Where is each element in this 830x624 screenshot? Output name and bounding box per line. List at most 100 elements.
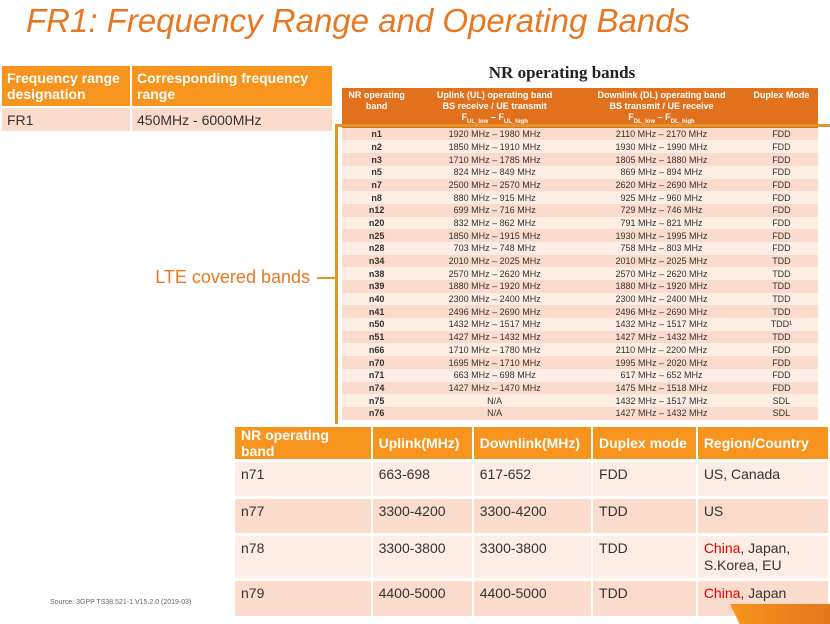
band-cell: n28 — [342, 241, 412, 255]
region-text: , Japan, S.Korea, EU — [703, 540, 791, 573]
band-cell: n2 — [342, 140, 412, 154]
table-row: n77 3300-4200 3300-4200 TDD US — [235, 499, 828, 533]
band-row: n71 663 MHz – 698 MHz 617 MHz – 652 MHz FDD — [342, 368, 818, 382]
region-cell: US — [697, 499, 828, 533]
band-cell: n41 — [342, 305, 412, 319]
band-row: n66 1710 MHz – 1780 MHz 2110 MHz – 2200 MH… — [342, 343, 818, 357]
band-cell: n75 — [342, 394, 412, 407]
nr-bands-table: NR operating band Uplink (UL) operating … — [342, 88, 818, 420]
nr-bands-title: NR operating bands — [488, 63, 636, 82]
band-row: n34 2010 MHz – 2025 MHz 2010 MHz – 2025 MH… — [342, 254, 818, 268]
duplex-cell: TDD — [744, 330, 818, 344]
band-row: n70 1695 MHz – 1710 MHz 1995 MHz – 2020 MH… — [342, 356, 818, 369]
band-row: n8 880 MHz – 915 MHz 925 MHz – 960 MHz FDD — [342, 191, 818, 204]
band-row: n39 1880 MHz – 1920 MHz 1880 MHz – 1920 MH… — [342, 280, 818, 293]
band-row: n28 703 MHz – 748 MHz 758 MHz – 803 MHz FDD — [342, 241, 818, 255]
dl-cell: 3300-3800 — [473, 536, 592, 578]
frequency-range-table: Frequency range designation Corresponding… — [0, 64, 334, 133]
lte-bracket-side — [335, 124, 338, 424]
band-cell: n76 — [342, 406, 412, 420]
ul-cell: 4400-5000 — [372, 581, 472, 616]
downlink-cell: 1427 MHz – 1432 MHz — [578, 330, 745, 344]
band-row: n2 1850 MHz – 1910 MHz 1930 MHz – 1990 MHz… — [342, 140, 818, 154]
uplink-cell: 1920 MHz – 1980 MHz — [411, 127, 579, 141]
downlink-cell: 1995 MHz – 2020 MHz — [578, 356, 745, 369]
label: F — [628, 112, 634, 122]
band-cell: n50 — [342, 318, 412, 331]
band-cell: n71 — [342, 368, 412, 382]
downlink-cell: 729 MHz – 746 MHz — [578, 203, 745, 217]
duplex-cell: SDL — [744, 406, 818, 420]
header-downlink: Downlink (DL) operating band BS transmit … — [578, 88, 745, 128]
band-row: n7 2500 MHz – 2570 MHz 2620 MHz – 2690 MHz… — [342, 178, 818, 192]
downlink-cell: 617 MHz – 652 MHz — [578, 368, 745, 382]
region-text: , Japan — [740, 585, 787, 601]
header-designation: Frequency range designation — [2, 66, 130, 106]
label: – F — [655, 112, 671, 122]
label: DL_low — [633, 118, 656, 125]
downlink-cell: 2300 MHz – 2400 MHz — [578, 292, 745, 306]
duplex-cell: FDD — [744, 203, 818, 217]
uplink-cell: 2500 MHz – 2570 MHz — [411, 178, 579, 192]
band-cell: n12 — [342, 203, 412, 217]
duplex-cell: FDD — [744, 191, 818, 204]
band-cell: n74 — [342, 381, 412, 395]
downlink-cell: 1432 MHz – 1517 MHz — [578, 394, 745, 407]
band-row: n75 N/A 1432 MHz – 1517 MHz SDL — [342, 394, 818, 407]
band-row: n51 1427 MHz – 1432 MHz 1427 MHz – 1432 MH… — [342, 330, 818, 344]
duplex-cell: TDD — [744, 292, 818, 306]
header-region: Region/Country — [697, 427, 828, 459]
region-text: US — [703, 503, 724, 519]
band-row: n3 1710 MHz – 1785 MHz 1805 MHz – 1880 MHz… — [342, 153, 818, 166]
cell: 450MHz - 6000MHz — [132, 108, 332, 131]
duplex-cell: TDD¹ — [744, 318, 818, 331]
header-duplex: Duplex mode — [593, 427, 696, 459]
uplink-cell: 703 MHz – 748 MHz — [411, 241, 579, 255]
duplex-cell: FDD — [744, 216, 818, 230]
table-row: n78 3300-3800 3300-3800 TDD China, Japan, S.… — [235, 536, 828, 578]
uplink-cell: 832 MHz – 862 MHz — [411, 216, 579, 230]
label: UL_low — [467, 118, 489, 125]
label: DL_high — [670, 118, 695, 125]
region-text: US, Canada — [703, 466, 781, 482]
duplex-cell: TDD — [593, 536, 696, 578]
dl-cell: 4400-5000 — [473, 581, 592, 616]
decorative-corner-shape — [730, 604, 830, 624]
duplex-cell: TDD — [744, 280, 818, 293]
band-row: n12 699 MHz – 716 MHz 729 MHz – 746 MHz FDD — [342, 203, 818, 217]
band-row: n1 1920 MHz – 1980 MHz 2110 MHz – 2170 MHz… — [342, 127, 818, 141]
duplex-cell: FDD — [744, 343, 818, 357]
downlink-cell: 869 MHz – 894 MHz — [578, 165, 745, 179]
uplink-cell: 2300 MHz – 2400 MHz — [411, 292, 579, 306]
uplink-cell: 2496 MHz – 2690 MHz — [411, 305, 579, 319]
band-cell: n71 — [235, 462, 371, 496]
label: BS transmit / UE receive — [609, 101, 714, 111]
downlink-cell: 1930 MHz – 1995 MHz — [578, 229, 745, 242]
label: – F — [488, 112, 504, 122]
band-cell: n8 — [342, 191, 412, 204]
duplex-cell: TDD — [593, 581, 696, 616]
band-row: n20 832 MHz – 862 MHz 791 MHz – 821 MHz FDD — [342, 216, 818, 230]
uplink-cell: 1427 MHz – 1432 MHz — [411, 330, 579, 344]
band-cell: n51 — [342, 330, 412, 344]
region-cell: China, Japan, S.Korea, EU — [697, 536, 828, 578]
band-cell: n20 — [342, 216, 412, 230]
uplink-cell: 1880 MHz – 1920 MHz — [411, 280, 579, 293]
lte-bracket-tick — [317, 277, 336, 279]
lte-bracket-top — [335, 124, 830, 127]
source-note: Source: 3GPP TS38.521-1 V15.2.0 (2019-03… — [50, 599, 192, 606]
label: Downlink (DL) operating band — [597, 90, 726, 100]
header-band: NR operating band — [342, 88, 412, 128]
label: BS receive / UE transmit — [442, 101, 547, 111]
label: UL_high — [503, 118, 528, 125]
duplex-cell: FDD — [744, 241, 818, 255]
downlink-cell: 1427 MHz – 1432 MHz — [578, 406, 745, 420]
duplex-cell: TDD — [744, 254, 818, 268]
uplink-cell: 663 MHz – 698 MHz — [411, 368, 579, 382]
band-row: n25 1850 MHz – 1915 MHz 1930 MHz – 1995 MH… — [342, 229, 818, 242]
duplex-cell: FDD — [744, 127, 818, 141]
downlink-cell: 758 MHz – 803 MHz — [578, 241, 745, 255]
ul-cell: 663-698 — [372, 462, 472, 496]
region-table: NR operating band Uplink(MHz) Downlink(M… — [233, 424, 830, 619]
duplex-cell: FDD — [744, 381, 818, 395]
